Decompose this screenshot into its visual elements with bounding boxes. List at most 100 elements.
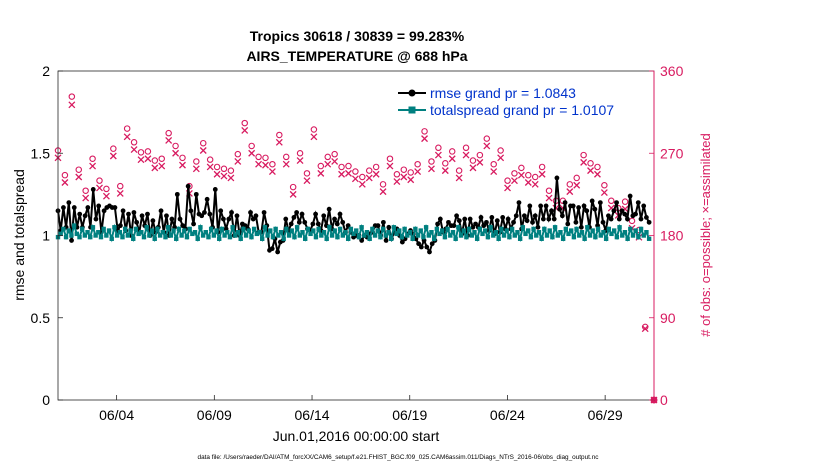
rmse-point [500, 215, 506, 220]
obs-assimilated-point [462, 151, 470, 159]
obs-assimilated-point [116, 190, 124, 197]
obs-possible-point [179, 154, 186, 162]
rmse-point [462, 216, 468, 222]
spread-point [633, 228, 638, 233]
rmse-point [399, 239, 405, 245]
obs-possible-point [130, 139, 138, 146]
obs-assimilated-point [310, 133, 318, 141]
spread-point [563, 226, 569, 232]
obs-possible-point [518, 164, 525, 172]
right-y-tick-label: 270 [660, 145, 684, 161]
obs-possible-point [220, 165, 228, 173]
obs-possible-point [393, 171, 401, 178]
spread-point [391, 225, 397, 230]
spread-point [308, 231, 313, 237]
obs-possible-point [608, 197, 615, 205]
rmse-point [66, 200, 72, 206]
spread-point [474, 236, 480, 241]
rmse-point [212, 187, 218, 192]
rmse-point [546, 216, 552, 222]
obs-assimilated-point [324, 160, 332, 168]
spread-point [372, 233, 378, 238]
obs-possible-point [89, 155, 96, 162]
spread-point [262, 225, 268, 230]
left-y-tick-label: 1 [42, 228, 50, 244]
obs-possible-point [435, 144, 442, 152]
rmse-point [337, 211, 343, 217]
obs-possible-point [116, 182, 124, 190]
obs-possible-point [82, 187, 89, 194]
obs-possible-point [580, 151, 587, 159]
rmse-point [589, 198, 595, 204]
legend-marker-rmse [408, 89, 416, 97]
data-file-footer: data file: /Users/raeder/DAI/ATM_forcXX/… [198, 454, 600, 461]
spread-point [165, 225, 171, 230]
spread-point [488, 225, 493, 230]
obs-assimilated-point [490, 168, 498, 175]
obs-possible-point [324, 153, 331, 161]
spread-point [386, 230, 391, 235]
spread-point [120, 234, 125, 240]
rmse-point [633, 211, 638, 217]
rmse-point [418, 244, 424, 250]
spread-point [448, 233, 453, 238]
obs-possible-point [255, 153, 262, 161]
rmse-point [511, 219, 516, 225]
right-y-tick-label: 0 [660, 392, 668, 408]
spread-point [198, 225, 203, 230]
obs-possible-point [282, 153, 290, 161]
obs-assimilated-point [545, 194, 553, 202]
spread-point [88, 234, 93, 240]
spread-point [79, 226, 85, 232]
rmse-point [584, 208, 590, 214]
spread-point [399, 234, 405, 240]
obs-assimilated-point [483, 142, 491, 150]
rmse-point [139, 213, 145, 219]
spread-point [345, 236, 351, 241]
rmse-point [451, 223, 457, 229]
spread-point [297, 233, 303, 238]
rmse-point [221, 216, 226, 222]
rmse-point [250, 216, 256, 222]
rmse-point [69, 238, 74, 243]
obs-possible-point [545, 187, 553, 194]
rmse-point [505, 216, 511, 222]
spread-point [644, 230, 649, 235]
rmse-point [513, 213, 519, 219]
spread-point [77, 234, 82, 240]
rmse-point [375, 223, 381, 229]
spread-point [335, 234, 340, 240]
rmse-point [576, 205, 582, 210]
x-tick-label: 06/24 [490, 407, 525, 423]
rmse-point [313, 211, 318, 217]
spread-point [313, 234, 319, 240]
spread-point [254, 231, 260, 237]
spread-point [249, 234, 254, 240]
spread-point [246, 228, 251, 233]
obs-assimilated-point [192, 165, 200, 173]
rmse-point [557, 206, 563, 212]
spread-point [504, 228, 509, 233]
obs-assimilated-point [517, 171, 525, 179]
obs-possible-point [317, 162, 325, 170]
obs-assimilated-point [587, 167, 594, 175]
spread-point [568, 228, 574, 233]
spread-point [585, 225, 590, 230]
rmse-point [380, 219, 386, 225]
obs-possible-point [442, 160, 449, 167]
obs-assimilated-point [365, 174, 373, 182]
obs-possible-point [476, 151, 484, 159]
obs-assimilated-point [96, 184, 103, 192]
obs-assimilated-point [393, 178, 401, 186]
spread-point [96, 230, 101, 235]
spread-point [356, 234, 362, 240]
y-axis-label-left: rmse and totalspread [11, 169, 27, 301]
spread-point [477, 226, 483, 232]
spread-point [526, 228, 531, 233]
rmse-point [234, 213, 240, 219]
rmse-point [570, 203, 576, 209]
spread-point [139, 230, 144, 235]
rmse-point [120, 208, 126, 214]
left-y-tick-label: 1.5 [31, 145, 51, 161]
